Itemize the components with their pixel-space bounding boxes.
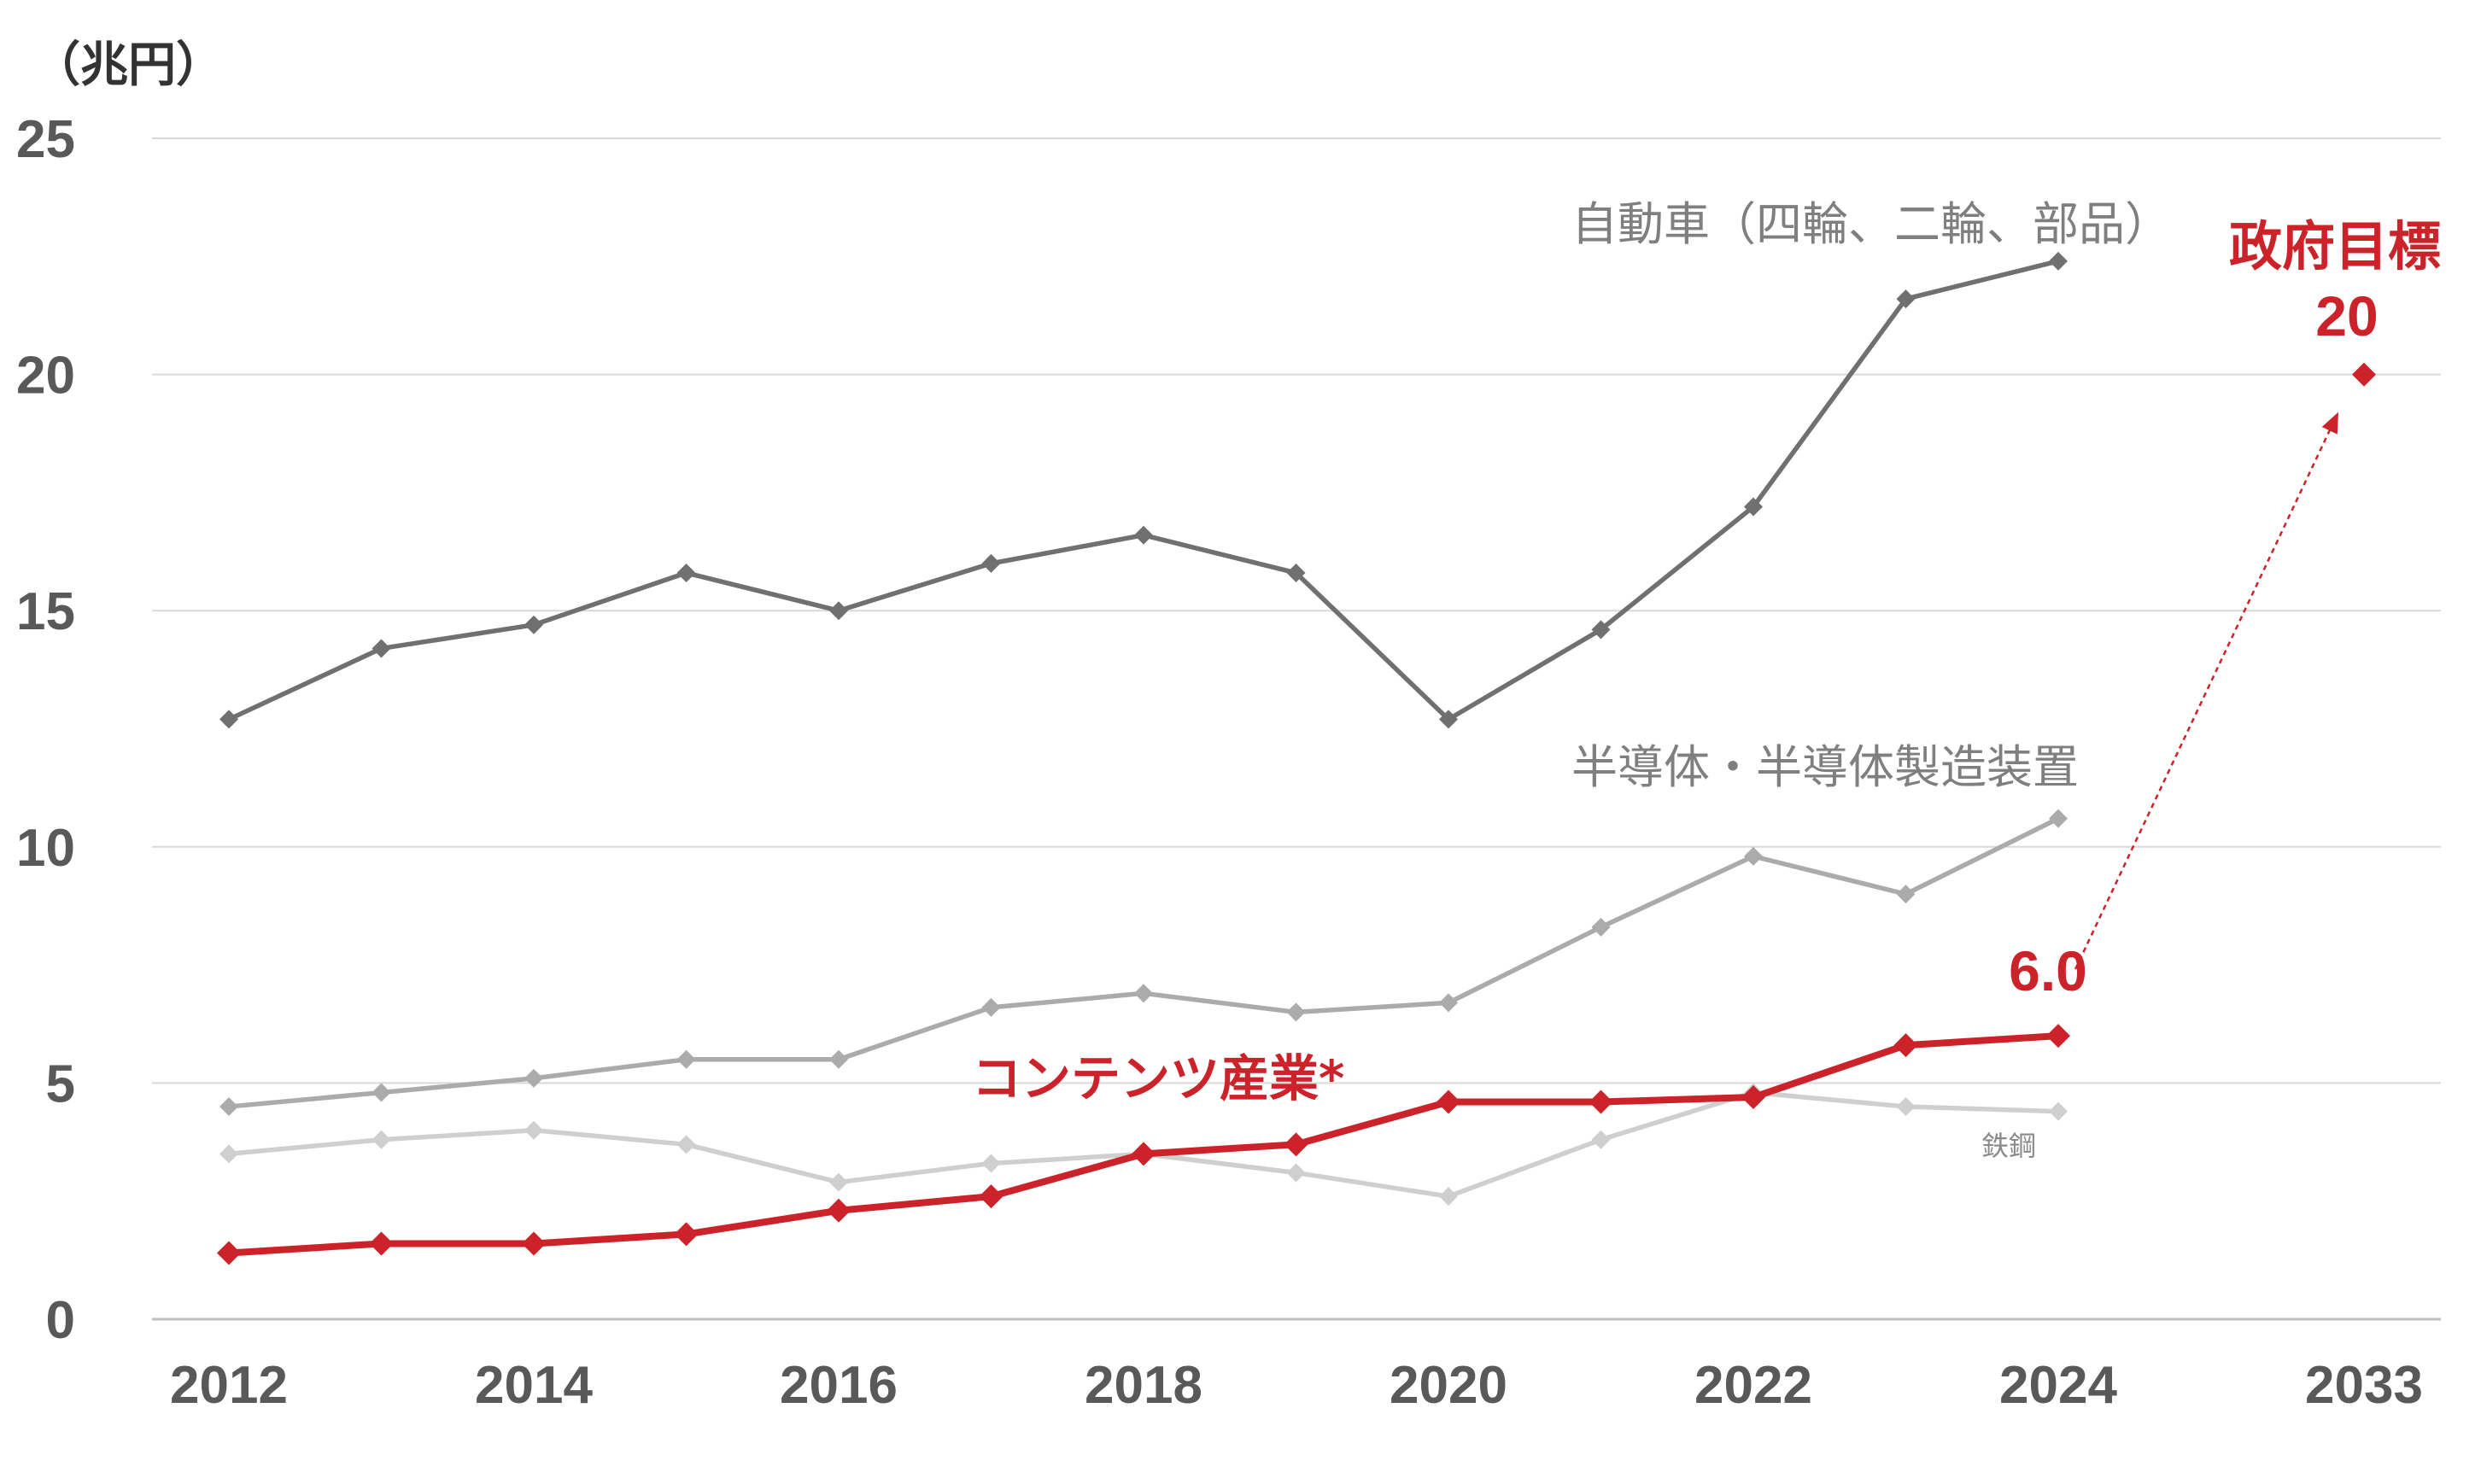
data-point-marker [1893,1033,1918,1058]
data-point-marker [1134,984,1153,1003]
last-value-label: 6.0 [2009,939,2087,1002]
data-point-marker [2049,809,2068,828]
x-tick-label: 2016 [780,1356,898,1415]
data-point-marker [2049,1101,2068,1121]
data-point-marker [674,1222,699,1247]
data-point-marker [827,1198,851,1223]
data-point-marker [219,1144,238,1164]
data-point-marker [981,553,1001,573]
data-point-marker [1439,993,1458,1013]
data-point-marker [1286,563,1306,582]
data-point-marker [219,1097,238,1117]
target-value-label: 20 [2315,284,2378,348]
series-3 [217,1024,2070,1265]
data-point-marker [981,1154,1001,1173]
y-tick-label: 10 [16,819,75,878]
x-tick-label: 2012 [170,1356,288,1415]
data-point-marker [1286,1163,1306,1183]
x-tick-label: 2020 [1390,1356,1507,1415]
x-tick-label: 2018 [1085,1356,1202,1415]
data-point-marker [1896,1097,1916,1117]
data-point-marker [676,563,696,582]
series-0 [219,251,2068,729]
data-point-marker [1896,289,1916,309]
target-arrow-line [2074,415,2338,970]
data-point-marker [1284,1132,1308,1157]
data-point-marker [1896,885,1916,904]
data-point-marker [1741,1084,1765,1109]
data-point-marker [981,997,1001,1017]
target-layer [2074,362,2376,970]
data-point-marker [1744,497,1763,517]
y-tick-label: 0 [46,1291,75,1350]
target-title: 政府目標 [2229,215,2441,278]
data-point-marker [524,1068,543,1088]
data-point-marker [524,1120,543,1140]
x-tick-label: 2014 [475,1356,593,1415]
series-label-semiconductor: 半導体・半導体製造装置 [1571,740,2079,794]
data-point-marker [524,615,543,634]
data-point-marker [829,1049,848,1069]
data-point-marker [369,1231,394,1256]
y-axis-unit: （兆円） [32,38,224,93]
data-point-marker [1134,525,1153,545]
series-label-automobile: 自動車（四輪、二輪、部品） [1571,197,2171,251]
data-point-marker [1132,1142,1156,1166]
data-point-marker [522,1231,546,1256]
data-point-marker [1589,1090,1613,1114]
target-arrowhead [2321,412,2338,435]
data-point-marker [676,1135,696,1154]
data-point-marker [829,1172,848,1192]
data-point-marker [217,1241,241,1265]
data-point-marker [979,1184,1004,1209]
data-point-marker [1591,917,1611,937]
series-1 [219,809,2068,1117]
x-tick-label: 2024 [1999,1356,2117,1415]
y-axis-tick-labels: 0 5 10 15 20 25 [16,110,75,1350]
series-line [226,259,2061,722]
data-point-marker [372,1130,391,1149]
data-point-marker [2046,1024,2070,1049]
data-point-marker [372,1083,391,1102]
data-point-marker [1439,710,1458,729]
series-layer [217,251,2070,1265]
data-point-marker [219,710,238,729]
y-tick-label: 25 [16,110,75,169]
target-point-marker [2352,362,2376,387]
series-label-contents: コンテンツ産業* [972,1049,1344,1107]
data-point-marker [1744,846,1763,866]
data-point-marker [1286,1002,1306,1022]
data-point-marker [676,1049,696,1069]
y-tick-label: 5 [46,1055,75,1113]
y-tick-label: 20 [16,347,75,406]
data-point-marker [1439,1187,1458,1206]
x-axis-tick-labels: 2012 2014 2016 2018 2020 2022 2024 2033 [170,1356,2423,1415]
data-point-marker [2049,251,2068,271]
data-point-marker [1591,620,1611,640]
x-tick-label: 2022 [1694,1356,1812,1415]
data-point-marker [829,601,848,621]
data-point-marker [1591,1130,1611,1149]
data-point-marker [1437,1090,1460,1114]
y-tick-label: 15 [16,582,75,641]
x-tick-label: 2033 [2305,1356,2423,1415]
series-label-steel: 鉄鋼 [1981,1130,2036,1162]
data-point-marker [372,639,391,658]
